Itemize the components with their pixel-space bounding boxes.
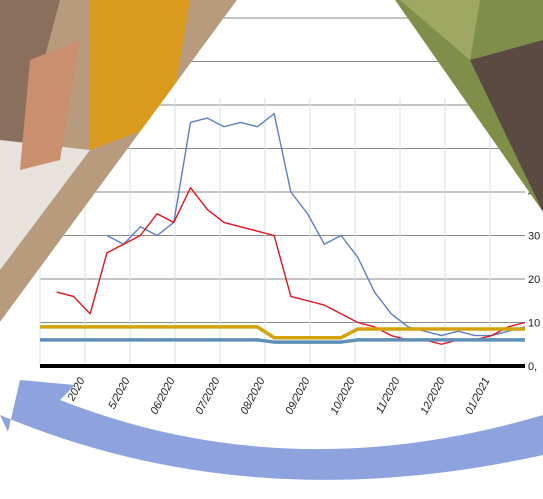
series-line	[56, 186, 526, 345]
series-line	[40, 338, 525, 344]
y-tick-label: 30	[528, 231, 540, 243]
curved-arrow	[0, 380, 543, 480]
y-tick-label: 10	[528, 318, 540, 330]
series-line	[40, 325, 525, 340]
series-line	[106, 113, 526, 337]
y-tick-label: 0,	[528, 361, 537, 373]
y-tick-label: 20	[528, 274, 540, 286]
